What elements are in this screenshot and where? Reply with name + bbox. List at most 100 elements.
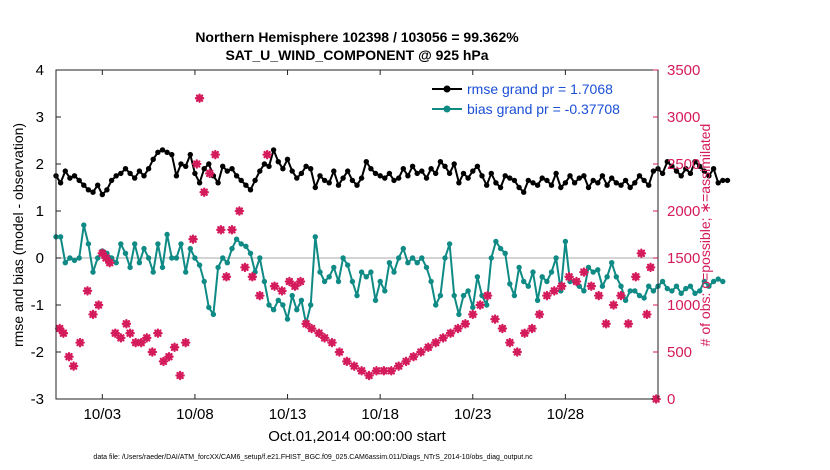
obs-assimilated-point bbox=[608, 300, 619, 310]
obs-assimilated-point bbox=[601, 319, 611, 329]
rmse-point bbox=[308, 166, 314, 172]
bias-point bbox=[428, 278, 434, 285]
obs-assimilated-point bbox=[468, 309, 478, 320]
bias-point bbox=[391, 269, 397, 275]
chart-subtitle: SAT_U_WIND_COMPONENT @ 925 hPa bbox=[225, 47, 488, 63]
obs-assimilated-point bbox=[438, 333, 448, 343]
obs-assimilated-point bbox=[319, 333, 330, 343]
bias-point bbox=[632, 288, 638, 294]
rmse-point bbox=[622, 177, 629, 184]
obs-assimilated-point bbox=[110, 328, 121, 338]
rmse-point bbox=[511, 177, 518, 184]
bias-point bbox=[270, 307, 277, 313]
rmse-point bbox=[206, 161, 212, 167]
bias-point bbox=[465, 288, 471, 294]
obs-assimilated-point bbox=[549, 286, 560, 296]
obs-assimilated-point bbox=[379, 366, 389, 376]
bias-point bbox=[460, 292, 467, 299]
obs-assimilated-point bbox=[482, 290, 493, 301]
rmse-point bbox=[650, 168, 657, 174]
rmse-point bbox=[659, 170, 666, 177]
bias-point bbox=[229, 245, 235, 252]
rmse-point bbox=[178, 161, 184, 167]
bias-point bbox=[396, 255, 402, 261]
obs-assimilated-point bbox=[490, 314, 500, 324]
rmse-point bbox=[275, 159, 281, 165]
rmse-point bbox=[599, 173, 606, 179]
rmse-point bbox=[317, 173, 323, 179]
rmse-point bbox=[641, 177, 647, 184]
rmse-point bbox=[521, 189, 527, 195]
x-tick-label: 10/13 bbox=[269, 406, 307, 423]
rmse-point bbox=[571, 180, 578, 186]
rmse-point bbox=[507, 175, 513, 181]
legend-label-bias: bias grand pr = -0.37708 bbox=[467, 101, 620, 117]
rmse-point bbox=[127, 170, 133, 177]
rmse-point bbox=[544, 177, 550, 184]
bias-point bbox=[456, 311, 462, 318]
bias-point bbox=[525, 283, 531, 289]
y-left-tick-label: -1 bbox=[31, 297, 44, 314]
y-right-tick-label: 1500 bbox=[667, 250, 700, 267]
bias-point bbox=[414, 260, 420, 266]
bias-point bbox=[437, 292, 444, 299]
obs-assimilated-point bbox=[104, 257, 115, 268]
obs-assimilated-point bbox=[64, 351, 74, 362]
obs-assimilated-point bbox=[564, 272, 574, 282]
x-tick-label: 10/08 bbox=[176, 406, 214, 423]
bias-point bbox=[683, 285, 689, 292]
rmse-point bbox=[331, 168, 337, 174]
obs-assimilated-point bbox=[301, 319, 311, 329]
obs-assimilated-point bbox=[364, 370, 374, 381]
bias-point bbox=[155, 241, 161, 247]
obs-assimilated-point bbox=[393, 361, 404, 371]
rmse-point bbox=[372, 170, 379, 177]
rmse-point bbox=[697, 163, 703, 169]
bias-point bbox=[312, 234, 318, 240]
obs-assimilated-point bbox=[234, 206, 245, 216]
rmse-point bbox=[145, 166, 152, 172]
rmse-point bbox=[220, 163, 226, 169]
rmse-point bbox=[497, 184, 504, 191]
obs-assimilated-point bbox=[121, 319, 132, 329]
bias-point bbox=[442, 255, 448, 261]
bias-point bbox=[257, 255, 263, 261]
obs-assimilated-point bbox=[571, 276, 582, 287]
y-left-tick-label: -2 bbox=[31, 344, 44, 361]
rmse-point bbox=[340, 175, 346, 181]
obs-assimilated-point bbox=[527, 323, 537, 334]
obs-assimilated-point bbox=[295, 276, 306, 287]
rmse-point bbox=[502, 173, 508, 179]
rmse-point bbox=[636, 173, 643, 179]
bias-point bbox=[289, 292, 295, 299]
legend-marker-bias bbox=[443, 105, 451, 113]
y-right-axis-ticks: 0 500 1000 1500 2000 2500 3000 3500 bbox=[653, 62, 700, 408]
bias-point bbox=[507, 281, 513, 287]
rmse-point bbox=[669, 163, 675, 169]
rmse-point bbox=[321, 177, 328, 184]
bias-point bbox=[136, 260, 143, 266]
y-left-tick-label: 4 bbox=[36, 62, 44, 79]
rmse-point bbox=[141, 173, 147, 179]
obs-assimilated-series bbox=[54, 93, 661, 404]
rmse-point bbox=[692, 159, 698, 165]
rmse-point bbox=[664, 159, 670, 165]
bias-point bbox=[57, 234, 64, 240]
bias-point bbox=[247, 250, 254, 256]
x-axis-label: Oct.01,2014 00:00:00 start bbox=[268, 428, 446, 445]
bias-point bbox=[470, 304, 476, 311]
bias-point bbox=[215, 264, 221, 271]
bias-point bbox=[358, 269, 365, 275]
bias-point bbox=[81, 222, 87, 228]
rmse-point bbox=[108, 177, 115, 184]
rmse-point bbox=[358, 175, 365, 181]
obs-assimilated-point bbox=[269, 281, 280, 291]
obs-assimilated-point bbox=[158, 356, 169, 367]
obs-assimilated-point bbox=[327, 337, 337, 348]
rmse-point bbox=[192, 170, 198, 177]
bias-point bbox=[562, 238, 569, 245]
obs-assimilated-point bbox=[423, 342, 434, 353]
rmse-point bbox=[85, 187, 92, 193]
obs-assimilated-point bbox=[175, 370, 185, 381]
bias-point bbox=[659, 278, 666, 285]
